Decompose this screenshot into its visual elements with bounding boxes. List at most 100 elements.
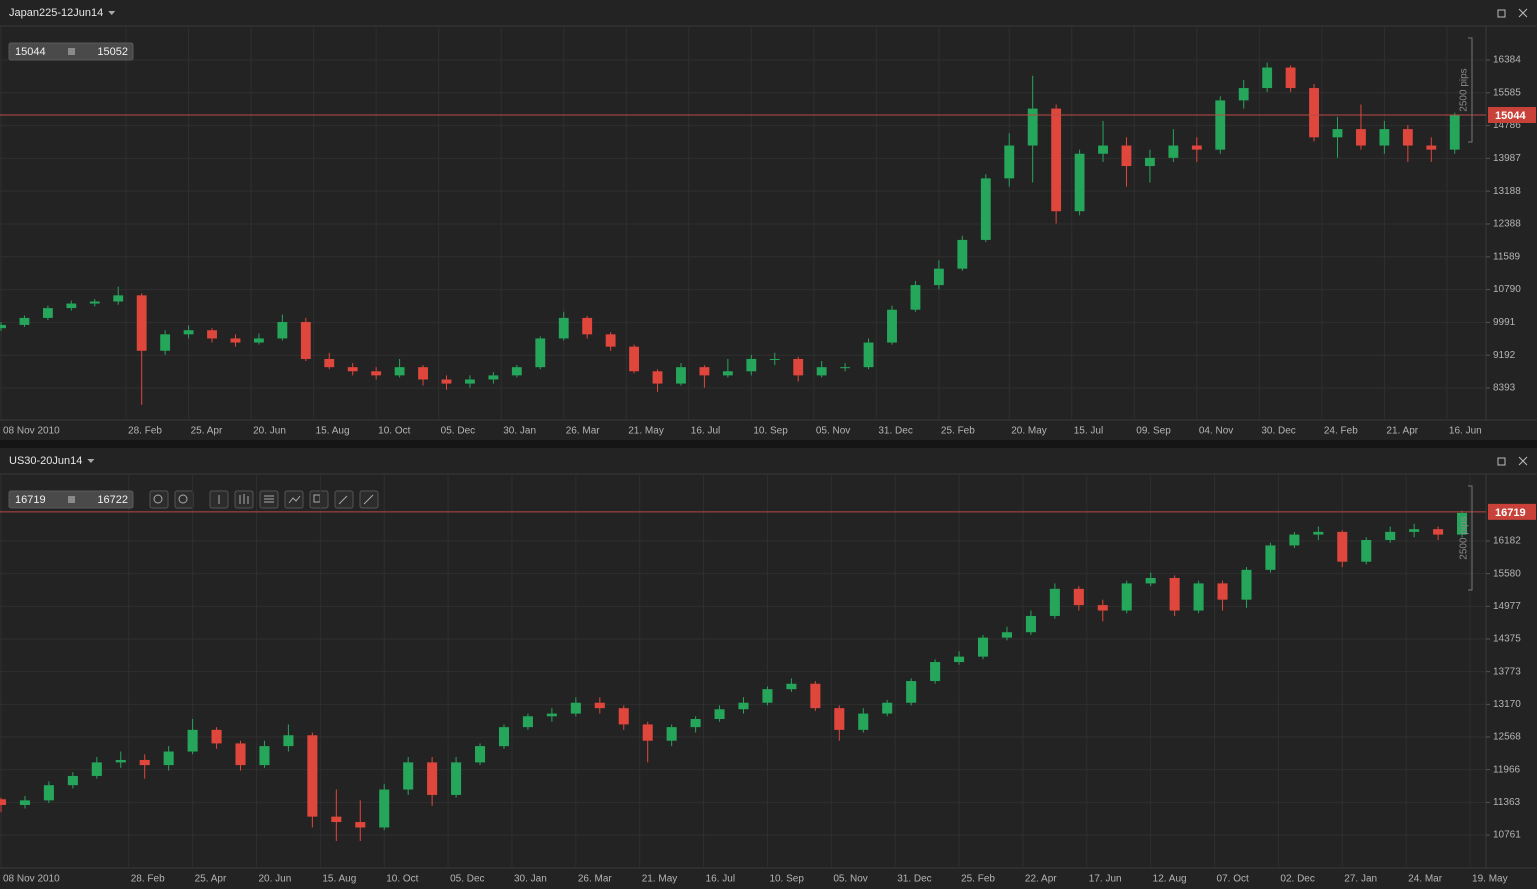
x-tick-label: 30. Jan [503, 426, 536, 437]
x-tick-label: 05. Dec [441, 426, 475, 437]
pips-label: 2500 pips [1459, 68, 1470, 111]
candle-body [642, 724, 653, 741]
candle-body [1241, 569, 1252, 600]
candle-body [1051, 108, 1062, 212]
candle-body [1193, 583, 1204, 611]
draw-icon [363, 494, 374, 505]
toolbar [149, 490, 379, 509]
indicators-icon [264, 495, 274, 503]
candle-body [0, 324, 6, 329]
chart-panel: Japan225-12Jun14 16384 15585 14786 13987 1318… [0, 7, 1537, 437]
x-tick-label: 25. Feb [961, 874, 995, 885]
candle-body [582, 317, 593, 335]
x-tick-label: 27. Jan [1344, 874, 1377, 885]
candle-body [488, 375, 499, 380]
candle-body [283, 735, 294, 747]
candle-body [42, 308, 53, 318]
y-tick-label: 16384 [1493, 55, 1521, 66]
y-tick-label: 14375 [1493, 634, 1521, 645]
y-tick-label: 10790 [1493, 284, 1521, 295]
candle-body [465, 379, 475, 384]
x-tick-label: 05. Dec [450, 874, 484, 885]
candle-body [618, 708, 629, 725]
candle-body [746, 358, 757, 372]
candle-body [652, 371, 663, 384]
candle-body [259, 746, 270, 766]
candle-body [113, 295, 124, 302]
candle-body [160, 334, 171, 351]
candle-body [1001, 632, 1012, 638]
x-tick-label: 20. Jun [258, 874, 291, 885]
y-tick-label: 10761 [1493, 830, 1521, 841]
candle-body [1265, 545, 1276, 570]
candle-body [810, 683, 821, 709]
candle-body [1074, 153, 1085, 212]
quote-separator [68, 48, 75, 55]
x-tick-label: 16. Jul [691, 426, 720, 437]
candle-body [1217, 583, 1228, 600]
candle-body [1433, 529, 1444, 535]
candle-body [441, 379, 452, 384]
x-tick-label: 15. Aug [322, 874, 356, 885]
x-tick-label: 21. May [628, 426, 664, 437]
candle-body [277, 322, 288, 339]
candle-body [570, 702, 581, 714]
symbol-dropdown[interactable] [108, 11, 116, 15]
ask-price: 16722 [97, 494, 128, 506]
x-tick-label: 04. Nov [1199, 426, 1233, 437]
close-button[interactable] [1518, 8, 1528, 18]
candle-body [253, 338, 264, 343]
candle-body [977, 637, 989, 657]
candle-body [558, 317, 569, 339]
candle-body [786, 683, 797, 690]
candle-body [379, 789, 390, 828]
candle-body [1426, 145, 1437, 150]
studies-icon [288, 495, 301, 504]
quote-separator [68, 496, 75, 503]
zoom-in-button[interactable] [174, 490, 194, 509]
panel-separator [0, 440, 1537, 448]
candle-body [1049, 588, 1060, 616]
candle-body [19, 800, 30, 805]
candle-body [690, 719, 701, 728]
last-price-box [1488, 503, 1536, 520]
pips-ruler [1468, 37, 1473, 143]
x-tick-label: 10. Oct [378, 426, 410, 437]
zoom-out-icon [153, 494, 163, 504]
candle-body [1027, 108, 1038, 146]
x-tick-label: 31. Dec [878, 426, 912, 437]
y-tick-label: 15585 [1493, 87, 1521, 98]
last-price-box [1488, 106, 1536, 123]
symbol-dropdown[interactable] [87, 459, 95, 463]
y-tick-label: 16182 [1493, 536, 1521, 547]
candle-body [1449, 114, 1460, 150]
bid-price: 15044 [15, 46, 46, 58]
candle-body [235, 743, 246, 766]
close-button[interactable] [1518, 456, 1528, 466]
x-tick-label: 30. Dec [1261, 426, 1295, 437]
y-tick-label: 9991 [1493, 317, 1516, 328]
candle-body [511, 367, 522, 376]
zoom-out-button[interactable] [149, 490, 169, 509]
x-tick-label: 16. Jul [706, 874, 735, 885]
candle-body [906, 681, 917, 703]
candle-body [840, 367, 851, 369]
candle-body [66, 303, 77, 309]
x-tick-label: 15. Aug [316, 426, 350, 437]
candle-body [1337, 531, 1348, 562]
copy-button[interactable] [309, 490, 329, 509]
y-tick-label: 11589 [1493, 251, 1521, 262]
candle-body [19, 317, 30, 325]
maximize-button[interactable] [1497, 457, 1506, 466]
x-tick-label: 07. Oct [1217, 874, 1249, 885]
candle-body [347, 367, 358, 372]
x-tick-label: 05. Nov [833, 874, 867, 885]
y-tick-label: 13773 [1493, 666, 1521, 677]
maximize-button[interactable] [1497, 9, 1506, 18]
candle-body [307, 735, 318, 817]
x-tick-label: 05. Nov [816, 426, 850, 437]
x-tick-label: 10. Sep [753, 426, 788, 437]
candle-body [1144, 157, 1155, 167]
last-price-label: 16719 [1495, 507, 1526, 519]
